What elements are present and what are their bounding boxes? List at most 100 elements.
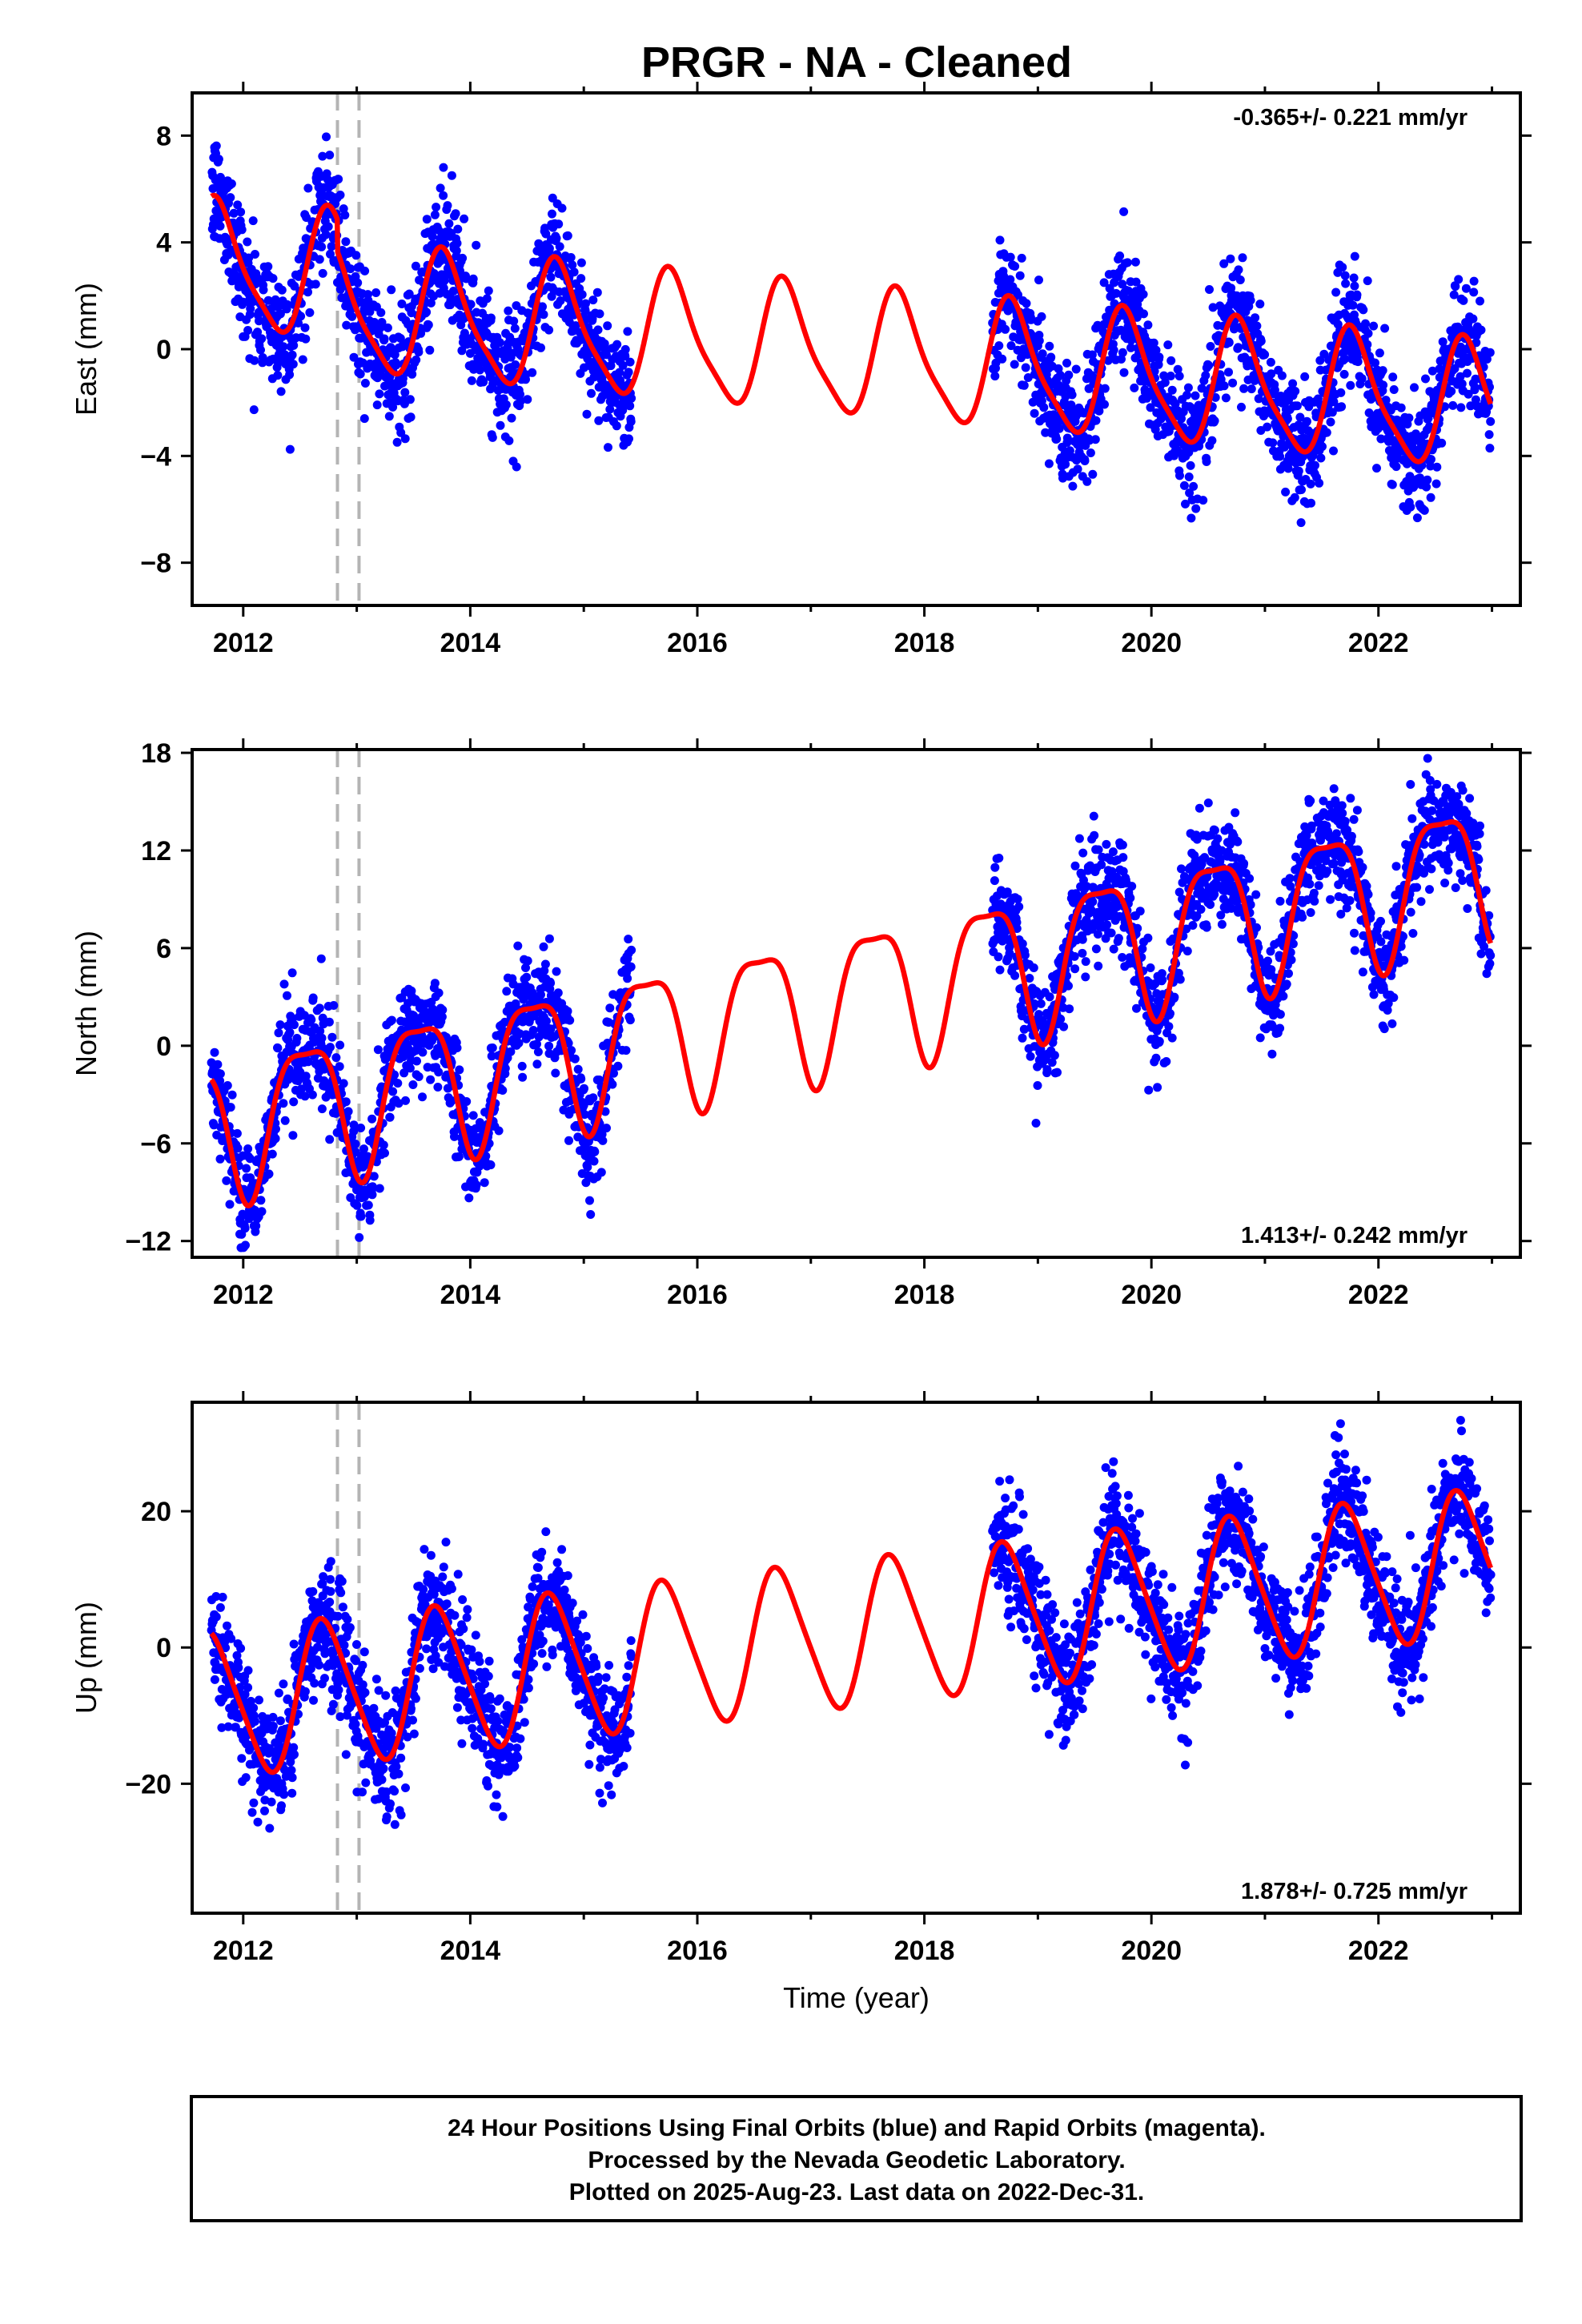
data-point — [1186, 460, 1195, 470]
data-point — [1157, 412, 1166, 422]
data-point — [1021, 363, 1030, 372]
data-point — [1291, 387, 1300, 396]
data-point — [1002, 887, 1012, 897]
data-point — [274, 1028, 283, 1038]
data-point — [285, 444, 295, 454]
data-point — [1122, 258, 1132, 267]
data-point — [1435, 364, 1444, 374]
data-point — [341, 1097, 351, 1107]
data-point — [1179, 480, 1189, 490]
data-point — [1329, 446, 1338, 456]
data-point — [1174, 372, 1184, 381]
data-point — [1166, 1009, 1174, 1019]
data-point — [1088, 469, 1098, 479]
data-point — [1204, 360, 1214, 370]
data-point — [501, 400, 511, 409]
data-point — [1337, 801, 1347, 810]
data-point — [467, 376, 476, 385]
data-point — [1464, 389, 1473, 399]
data-point — [1028, 397, 1038, 407]
data-point — [241, 1240, 250, 1250]
data-point — [301, 334, 311, 344]
x-tick-label: 2016 — [667, 628, 728, 658]
data-point — [1391, 462, 1401, 472]
data-point — [532, 1039, 541, 1049]
data-point — [315, 1003, 324, 1013]
y-tick-label: 4 — [156, 228, 171, 259]
data-point — [453, 224, 463, 234]
data-point — [1030, 408, 1039, 418]
data-point — [1283, 464, 1293, 473]
data-point — [623, 327, 632, 336]
data-point — [390, 350, 400, 360]
data-point — [585, 1196, 594, 1205]
data-point — [351, 1140, 360, 1148]
data-point — [1252, 321, 1262, 331]
data-point — [377, 318, 387, 327]
data-point — [612, 421, 621, 431]
data-point — [300, 323, 310, 332]
data-point — [1349, 273, 1359, 283]
data-point — [243, 326, 253, 335]
data-point — [516, 389, 524, 399]
data-point — [1114, 934, 1123, 943]
data-point — [1130, 257, 1140, 267]
data-point — [1300, 372, 1310, 381]
data-point — [1357, 374, 1367, 384]
data-point — [1182, 947, 1192, 956]
data-point — [1071, 364, 1081, 374]
data-point — [1308, 451, 1318, 460]
data-point — [1288, 379, 1298, 388]
data-point — [1380, 324, 1390, 333]
data-point — [1282, 979, 1291, 989]
data-point — [1139, 309, 1148, 319]
data-point — [1287, 955, 1296, 965]
data-point — [290, 1020, 299, 1030]
data-point — [1410, 383, 1419, 392]
data-point — [597, 1130, 607, 1139]
data-point — [593, 325, 603, 335]
data-point — [546, 979, 556, 988]
x-tick-label: 2018 — [894, 628, 955, 658]
data-point — [418, 1047, 428, 1057]
data-point — [1266, 357, 1275, 367]
data-point — [227, 1090, 237, 1100]
data-point — [1146, 403, 1155, 412]
data-point — [416, 328, 426, 338]
data-point — [253, 328, 263, 337]
data-point — [472, 240, 481, 250]
data-point — [400, 388, 410, 397]
data-point — [1318, 442, 1327, 452]
data-point — [326, 1043, 335, 1052]
data-point — [243, 1144, 253, 1153]
data-point — [468, 1111, 478, 1120]
data-point — [1252, 923, 1261, 932]
data-point — [1353, 357, 1363, 367]
data-point — [1031, 1119, 1041, 1128]
data-point — [1106, 928, 1116, 938]
data-point — [408, 1080, 418, 1089]
data-point — [1284, 969, 1293, 979]
data-point — [355, 369, 365, 379]
data-point — [315, 1027, 325, 1035]
data-point — [1010, 262, 1020, 271]
data-point — [1029, 963, 1038, 972]
data-point — [1150, 367, 1159, 376]
data-point — [1206, 342, 1215, 351]
data-point — [294, 318, 303, 328]
data-point — [451, 209, 460, 219]
data-point — [1281, 487, 1291, 497]
data-point — [250, 356, 259, 365]
data-point — [1421, 374, 1430, 384]
data-point — [551, 1068, 560, 1078]
data-point — [464, 1193, 474, 1203]
data-point — [356, 1212, 366, 1221]
data-point — [1183, 383, 1193, 392]
data-point — [1018, 1033, 1027, 1043]
data-point — [1191, 504, 1201, 513]
data-point — [1245, 874, 1255, 883]
data-point — [588, 296, 598, 305]
data-point — [1154, 1036, 1164, 1046]
data-point — [1099, 278, 1109, 287]
data-point — [1463, 368, 1472, 378]
